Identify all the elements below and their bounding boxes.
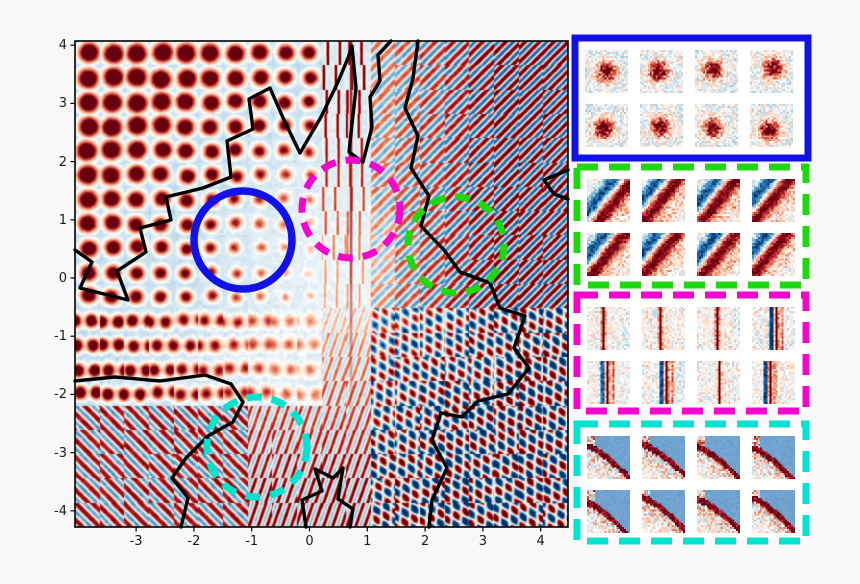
y-tick-label: -3 xyxy=(54,445,67,461)
y-tick-label: 0 xyxy=(58,271,67,286)
inset-sample-patch-green xyxy=(587,179,630,222)
x-tick-label: -3 xyxy=(129,534,143,549)
inset-sample-patch-cyan xyxy=(697,436,740,479)
inset-sample-patch-magenta xyxy=(587,307,630,350)
inset-sample-patch-cyan xyxy=(752,436,795,479)
x-tick-label: 1 xyxy=(363,534,372,549)
inset-sample-patch-blue xyxy=(585,50,628,93)
y-tick-label: 2 xyxy=(58,154,67,170)
texture-map-canvas xyxy=(75,41,568,527)
inset-sample-patch-magenta xyxy=(752,361,795,404)
inset-sample-patch-magenta xyxy=(697,361,740,404)
x-tick-label: 2 xyxy=(420,534,430,549)
y-tick-label: -4 xyxy=(54,503,67,519)
inset-sample-patch-blue xyxy=(750,104,793,147)
inset-sample-patch-green xyxy=(697,179,740,222)
y-tick-label: 3 xyxy=(58,96,67,112)
inset-sample-patch-magenta xyxy=(752,307,795,350)
x-tick-label: -2 xyxy=(187,534,201,549)
inset-sample-patch-magenta xyxy=(697,307,740,350)
inset-sample-patch-cyan xyxy=(587,436,630,479)
x-tick-label: 4 xyxy=(536,534,545,549)
inset-sample-patch-magenta xyxy=(587,361,630,404)
inset-sample-patch-blue xyxy=(695,104,738,147)
inset-sample-patch-magenta xyxy=(642,307,685,350)
inset-sample-patch-cyan xyxy=(587,490,630,533)
inset-sample-patch-cyan xyxy=(642,490,685,533)
x-tick-label: 3 xyxy=(478,534,488,549)
inset-sample-patch-cyan xyxy=(697,490,740,533)
inset-sample-patch-cyan xyxy=(642,436,685,479)
inset-sample-patch-blue xyxy=(695,50,738,93)
inset-sample-patch-blue xyxy=(640,104,683,147)
inset-sample-patch-magenta xyxy=(642,361,685,404)
y-tick-label: 4 xyxy=(58,38,67,54)
x-tick-label: 0 xyxy=(305,534,314,549)
inset-sample-patch-blue xyxy=(640,50,683,93)
inset-sample-patch-green xyxy=(587,233,630,276)
inset-sample-patch-cyan xyxy=(752,490,795,533)
inset-sample-patch-green xyxy=(697,233,740,276)
y-tick-label: 1 xyxy=(58,212,67,228)
inset-sample-patch-green xyxy=(642,179,685,222)
y-tick-label: -1 xyxy=(54,329,67,345)
inset-sample-patch-blue xyxy=(585,104,628,147)
inset-sample-patch-green xyxy=(642,233,685,276)
inset-sample-patch-green xyxy=(752,233,795,276)
inset-sample-patch-green xyxy=(752,179,795,222)
y-tick-label: -2 xyxy=(54,387,67,403)
inset-sample-patch-blue xyxy=(750,50,793,93)
x-tick-label: -1 xyxy=(245,534,259,549)
